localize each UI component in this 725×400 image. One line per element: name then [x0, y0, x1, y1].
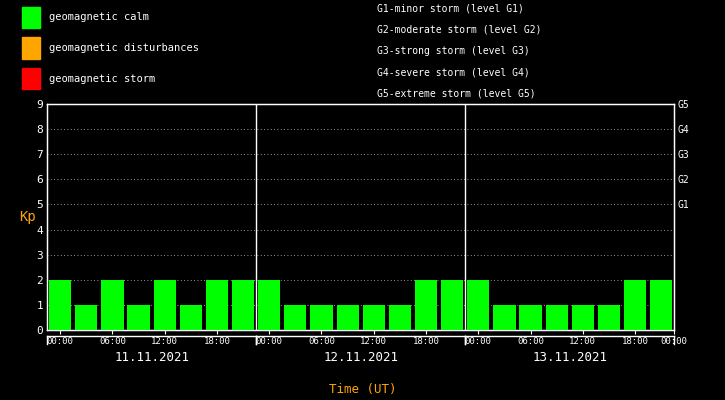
Bar: [128, 305, 149, 330]
Text: 11.11.2021: 11.11.2021: [114, 351, 189, 364]
Text: 13.11.2021: 13.11.2021: [532, 351, 608, 364]
Bar: [49, 280, 71, 330]
Bar: [206, 280, 228, 330]
Bar: [232, 280, 254, 330]
Bar: [624, 280, 646, 330]
Bar: [467, 280, 489, 330]
Text: G3-strong storm (level G3): G3-strong storm (level G3): [377, 46, 530, 56]
Bar: [598, 305, 620, 330]
Bar: [650, 280, 672, 330]
Bar: [415, 280, 437, 330]
Text: G2-moderate storm (level G2): G2-moderate storm (level G2): [377, 25, 542, 35]
Text: 12.11.2021: 12.11.2021: [323, 351, 398, 364]
Bar: [180, 305, 202, 330]
Bar: [441, 280, 463, 330]
Text: G4-severe storm (level G4): G4-severe storm (level G4): [377, 67, 530, 77]
Bar: [545, 305, 568, 330]
Bar: [310, 305, 333, 330]
Text: Time (UT): Time (UT): [328, 383, 397, 396]
Bar: [362, 305, 385, 330]
Y-axis label: Kp: Kp: [20, 210, 36, 224]
Bar: [154, 280, 176, 330]
Bar: [389, 305, 411, 330]
Text: geomagnetic calm: geomagnetic calm: [49, 12, 149, 22]
Bar: [22, 38, 40, 58]
Text: geomagnetic storm: geomagnetic storm: [49, 74, 155, 84]
Bar: [336, 305, 359, 330]
Bar: [493, 305, 515, 330]
Text: geomagnetic disturbances: geomagnetic disturbances: [49, 43, 199, 53]
Bar: [75, 305, 97, 330]
Bar: [22, 68, 40, 89]
Bar: [22, 7, 40, 28]
Bar: [572, 305, 594, 330]
Bar: [102, 280, 123, 330]
Bar: [519, 305, 542, 330]
Bar: [284, 305, 307, 330]
Text: G1-minor storm (level G1): G1-minor storm (level G1): [377, 4, 524, 14]
Text: G5-extreme storm (level G5): G5-extreme storm (level G5): [377, 88, 536, 98]
Bar: [258, 280, 281, 330]
